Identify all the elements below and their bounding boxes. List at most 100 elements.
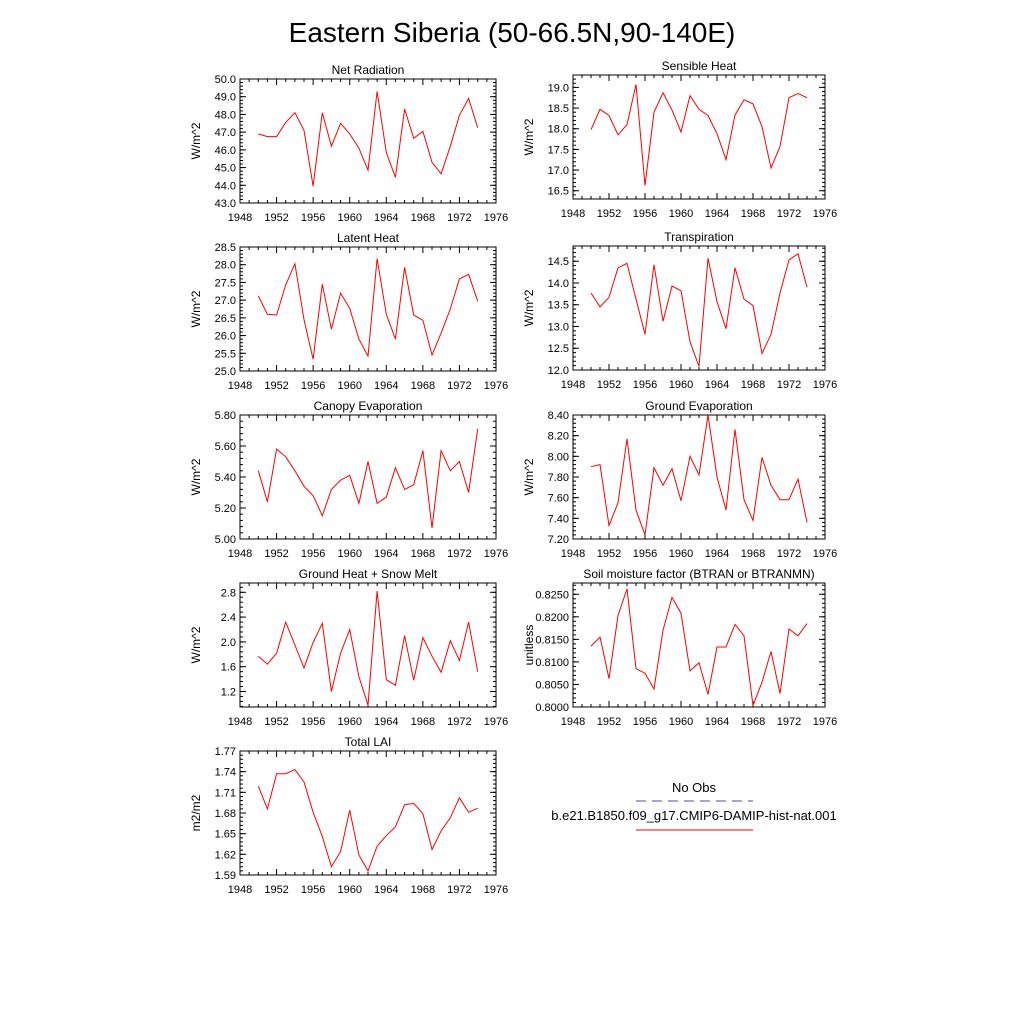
- y-tick-label: 1.77: [215, 746, 236, 758]
- x-tick-label: 1952: [597, 379, 621, 391]
- plot-frame-latent-heat: [239, 246, 497, 372]
- y-tick-label: 2.4: [221, 612, 236, 624]
- x-tick-label: 1972: [447, 380, 471, 392]
- y-tick-label: 1.71: [215, 787, 236, 799]
- panel-sensible-heat: Sensible Heat 1948 1952 1956 1960 1964 1968 197…: [522, 59, 837, 220]
- panel-title-soil-moisture-factor-btran-or-btranmn: Soil moisture factor (BTRAN or BTRANMN): [583, 567, 814, 581]
- panel-transpiration: Transpiration 1948 1952 1956 1960 1964 1968 197…: [522, 230, 837, 391]
- series-line-soil-moisture-factor-btran-or-btranmn: [590, 588, 808, 706]
- y-tick-label: 12.0: [548, 365, 569, 377]
- y-axis-label-net-radiation: W/m^2: [189, 122, 203, 159]
- y-tick-label: 8.20: [548, 431, 569, 443]
- x-tick-label: 1956: [301, 380, 325, 392]
- x-tick-label: 1976: [813, 208, 837, 220]
- x-tick-label: 1956: [633, 379, 657, 391]
- y-axis-label-ground-evaporation: W/m^2: [522, 458, 536, 495]
- x-tick-label: 1976: [484, 884, 508, 896]
- panel-net-radiation: Net Radiation 1948 1952 1956 1960 1964 1968 197…: [189, 63, 508, 224]
- y-tick-label: 25.0: [215, 366, 236, 378]
- x-tick-label: 1964: [705, 208, 729, 220]
- x-tick-label: 1956: [633, 208, 657, 220]
- figure-title: Eastern Siberia (50-66.5N,90-140E): [289, 17, 736, 48]
- y-tick-label: 0.8050: [535, 679, 569, 691]
- x-tick-label: 1960: [337, 716, 361, 728]
- x-tick-label: 1960: [337, 548, 361, 560]
- x-tick-label: 1972: [777, 548, 801, 560]
- plot-frame-total-lai: [239, 750, 497, 876]
- y-tick-label: 0.8200: [535, 612, 569, 624]
- panel-ground-evaporation: Ground Evaporation 1948 1952 1956 1960 1964 19…: [522, 399, 837, 560]
- y-tick-label: 50.0: [215, 74, 236, 86]
- x-tick-label: 1960: [337, 380, 361, 392]
- y-tick-label: 14.0: [548, 278, 569, 290]
- x-tick-label: 1972: [777, 379, 801, 391]
- x-tick-label: 1968: [411, 380, 435, 392]
- x-tick-label: 1960: [669, 208, 693, 220]
- y-tick-label: 28.0: [215, 260, 236, 272]
- panel-canopy-evaporation: Canopy Evaporation 1948 1952 1956 1960 1964 19…: [189, 399, 508, 560]
- y-tick-label: 8.40: [548, 410, 569, 422]
- y-axis-label-sensible-heat: W/m^2: [522, 118, 536, 155]
- y-tick-label: 5.80: [215, 410, 236, 422]
- y-axis-label-latent-heat: W/m^2: [189, 290, 203, 327]
- x-tick-label: 1960: [669, 716, 693, 728]
- y-tick-label: 44.0: [215, 180, 236, 192]
- x-tick-label: 1972: [777, 716, 801, 728]
- x-tick-label: 1952: [597, 208, 621, 220]
- x-tick-label: 1948: [561, 379, 585, 391]
- x-tick-label: 1964: [374, 380, 398, 392]
- y-tick-label: 8.00: [548, 451, 569, 463]
- x-tick-label: 1948: [228, 212, 252, 224]
- x-tick-label: 1972: [447, 884, 471, 896]
- plot-frame-net-radiation: [239, 78, 497, 204]
- y-tick-label: 49.0: [215, 92, 236, 104]
- x-tick-label: 1976: [813, 379, 837, 391]
- y-tick-label: 25.5: [215, 348, 236, 360]
- y-tick-label: 7.80: [548, 472, 569, 484]
- x-tick-label: 1976: [484, 548, 508, 560]
- panel-latent-heat: Latent Heat 1948 1952 1956 1960 1964 1968 1972 1…: [189, 231, 508, 392]
- panel-title-ground-heat-snow-melt: Ground Heat + Snow Melt: [299, 567, 438, 581]
- legend: No Obs b.e21.B1850.f09_g17.CMIP6-DAMIP-h…: [551, 780, 837, 831]
- x-tick-label: 1972: [777, 208, 801, 220]
- y-tick-label: 19.0: [548, 82, 569, 94]
- x-tick-label: 1972: [447, 548, 471, 560]
- y-tick-label: 7.60: [548, 493, 569, 505]
- x-tick-label: 1960: [669, 548, 693, 560]
- panel-title-canopy-evaporation: Canopy Evaporation: [314, 399, 423, 413]
- plot-frame-canopy-evaporation: [239, 414, 497, 540]
- x-tick-label: 1976: [484, 716, 508, 728]
- y-tick-label: 43.0: [215, 198, 236, 210]
- y-tick-label: 13.5: [548, 300, 569, 312]
- x-tick-label: 1976: [484, 380, 508, 392]
- y-tick-label: 47.0: [215, 127, 236, 139]
- series-line-ground-evaporation: [590, 414, 808, 536]
- x-tick-label: 1948: [561, 208, 585, 220]
- series-line-sensible-heat: [590, 84, 808, 186]
- y-tick-label: 18.5: [548, 103, 569, 115]
- series-line-ground-heat-snow-melt: [257, 591, 479, 706]
- x-tick-label: 1956: [301, 884, 325, 896]
- plot-frame-transpiration: [572, 245, 826, 371]
- series-line-transpiration: [590, 252, 808, 367]
- x-tick-label: 1964: [705, 716, 729, 728]
- y-tick-label: 7.40: [548, 513, 569, 525]
- y-tick-label: 14.5: [548, 256, 569, 268]
- y-tick-label: 16.5: [548, 186, 569, 198]
- y-tick-label: 1.65: [215, 829, 236, 841]
- x-tick-label: 1960: [337, 884, 361, 896]
- plot-frame-ground-evaporation: [572, 414, 826, 540]
- plot-frame-sensible-heat: [572, 74, 826, 200]
- panel-ground-heat-snow-melt: Ground Heat + Snow Melt 1948 1952 1956 1960 1…: [189, 567, 508, 728]
- plot-frame-ground-heat-snow-melt: [239, 582, 497, 708]
- y-tick-label: 0.8150: [535, 634, 569, 646]
- y-tick-label: 5.60: [215, 441, 236, 453]
- y-tick-label: 26.5: [215, 313, 236, 325]
- x-tick-label: 1956: [301, 212, 325, 224]
- x-tick-label: 1964: [374, 716, 398, 728]
- x-tick-label: 1952: [264, 884, 288, 896]
- y-tick-label: 7.20: [548, 534, 569, 546]
- x-tick-label: 1968: [411, 716, 435, 728]
- x-tick-label: 1968: [741, 716, 765, 728]
